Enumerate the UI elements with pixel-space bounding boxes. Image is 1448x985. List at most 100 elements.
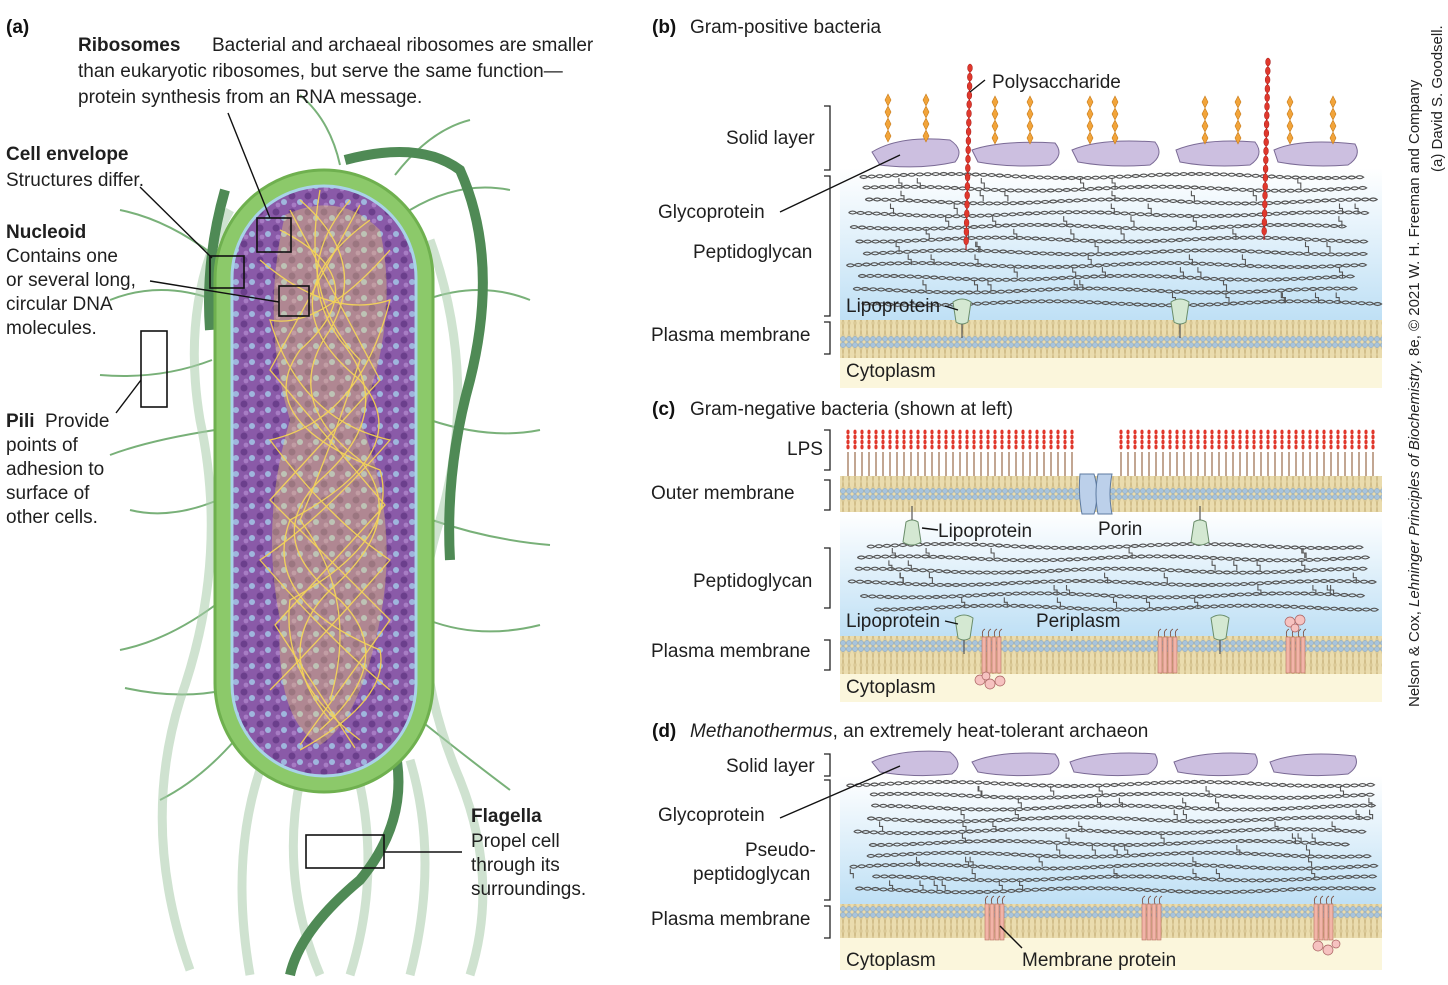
lps-o-antigen-unit: [1315, 444, 1319, 450]
lps-o-antigen-unit: [972, 439, 976, 445]
lps-o-antigen-unit: [1252, 434, 1256, 440]
polysaccharide-unit: [965, 127, 972, 136]
lps-o-antigen-unit: [1364, 429, 1368, 435]
lps-o-antigen-unit: [1000, 429, 1004, 435]
lps-o-antigen-unit: [1280, 444, 1284, 450]
d-membrane-protein-leader: [999, 925, 1023, 949]
lps-o-antigen-unit: [1294, 434, 1298, 440]
lps-o-antigen-unit: [972, 429, 976, 435]
peptide-crosslink: [1163, 572, 1168, 583]
pili-line-3: surface of: [6, 483, 90, 504]
peptide-crosslink: [1311, 868, 1316, 879]
lps-o-antigen-unit: [895, 434, 899, 440]
lps-o-antigen-unit: [1154, 434, 1158, 440]
cell-envelope-box: [209, 255, 245, 289]
peptide-crosslink: [1192, 216, 1197, 227]
pili-line-4: other cells.: [6, 507, 98, 528]
lps-o-antigen-unit: [881, 434, 885, 440]
lps-o-antigen-unit: [1007, 429, 1011, 435]
peptide-crosslink: [1147, 203, 1152, 215]
b-lipoprotein-label: Lipoprotein: [846, 296, 940, 317]
peptide-crosslink: [1004, 190, 1009, 202]
lps-o-antigen-unit: [1280, 434, 1284, 440]
lps-o-antigen-unit: [1294, 439, 1298, 445]
panel-a: (a) Ribosomes Bacterial and archaeal rib…: [6, 17, 594, 977]
lps-o-antigen-unit: [1063, 439, 1067, 445]
glycan-strand: [859, 591, 1366, 600]
lps-o-antigen-unit: [979, 444, 983, 450]
panel-d-title: Methanothermus, an extremely heat-tolera…: [690, 721, 1148, 742]
c-lipoprotein-top-leader: [921, 527, 939, 531]
polysaccharide-unit: [967, 72, 973, 82]
peptide-crosslink: [1120, 228, 1125, 240]
c-porin-label: Porin: [1098, 519, 1142, 540]
b-glycoproteins: [871, 138, 1358, 168]
nucleoid-line-1: Contains one: [6, 246, 118, 267]
d-plasma-membrane-label: Plasma membrane: [651, 909, 810, 930]
lps-o-antigen-unit: [1028, 439, 1032, 445]
lps-o-antigen-unit: [993, 434, 997, 440]
peptide-crosslink: [1065, 833, 1070, 843]
peptide-crosslink: [941, 880, 946, 891]
lps-o-antigen-unit: [1266, 434, 1270, 440]
lps-o-antigen-unit: [1357, 439, 1361, 445]
lps-o-antigen-unit: [1238, 439, 1242, 445]
lps-o-antigen-unit: [1357, 429, 1361, 435]
lps-o-antigen-unit: [846, 429, 850, 435]
lps-o-antigen-unit: [979, 434, 983, 440]
polysaccharide-unit: [1263, 120, 1270, 129]
lps-o-antigen-unit: [1175, 439, 1179, 445]
polysaccharide-unit: [1261, 217, 1268, 227]
d-glycoprotein-label: Glycoprotein: [658, 805, 765, 826]
lps-o-antigen-unit: [881, 439, 885, 445]
lps-o-antigen-unit: [909, 444, 913, 450]
lps-o-antigen-unit: [1126, 439, 1130, 445]
glycan-strand: [866, 850, 1372, 859]
nucleoid-line-3: circular DNA: [6, 294, 113, 315]
polysaccharide-unit: [1262, 173, 1269, 182]
b-polysaccharide-leader: [969, 79, 986, 93]
lps-o-antigen-unit: [1210, 439, 1214, 445]
c-plasma-membrane-label: Plasma membrane: [651, 641, 810, 662]
glycan-strand: [868, 838, 1351, 848]
lps-o-antigen-unit: [1154, 439, 1158, 445]
peptide-crosslink: [925, 548, 930, 559]
polysaccharide-unit: [1264, 111, 1270, 120]
lps-o-antigen-unit: [1133, 444, 1137, 450]
peptide-crosslink: [979, 190, 984, 202]
polysaccharide-unit: [964, 209, 970, 218]
peptide-crosslink: [1304, 241, 1310, 253]
peptide-crosslink: [1297, 178, 1302, 189]
lps-o-antigen-unit: [1147, 439, 1151, 445]
peptide-crosslink: [1338, 216, 1343, 227]
d-glycoprotein-leader: [779, 765, 901, 819]
lps-o-antigen-unit: [930, 444, 934, 450]
lps-o-antigen-unit: [1231, 439, 1235, 445]
lps-o-antigen-unit: [1210, 429, 1214, 435]
lps-o-antigen-unit: [1049, 444, 1053, 450]
glycan-strand: [853, 827, 1367, 836]
credit-2: (a) David S. Goodsell.: [1429, 25, 1446, 172]
c-lps-bracket: [824, 429, 831, 471]
nucleoid-fill: [272, 205, 387, 745]
lps-o-antigen-unit: [1000, 434, 1004, 440]
peptide-crosslink: [1179, 267, 1184, 278]
lps-o-antigen-unit: [888, 434, 892, 440]
lps-o-antigen-unit: [1224, 429, 1228, 435]
peptide-crosslink: [1326, 241, 1331, 253]
panel-c-letter: (c): [652, 399, 675, 420]
lps-o-antigen-unit: [1238, 444, 1242, 450]
d-membrane-protein-label: Membrane protein: [1022, 950, 1176, 971]
lps-o-antigen-unit: [846, 434, 850, 440]
b-lipoprotein-leader: [944, 305, 959, 311]
lps-o-antigen-unit: [1168, 434, 1172, 440]
lps-o-antigen-unit: [1014, 434, 1018, 440]
panel-a-letter: (a): [6, 17, 29, 38]
lps-o-antigen-unit: [958, 444, 962, 450]
lps-o-antigen-unit: [1224, 434, 1228, 440]
lps-o-antigen-unit: [916, 434, 920, 440]
peptide-crosslink: [1113, 845, 1118, 855]
lps-o-antigen-unit: [1175, 434, 1179, 440]
lps-o-antigen-unit: [1161, 429, 1165, 435]
lps-o-antigen-unit: [888, 439, 892, 445]
